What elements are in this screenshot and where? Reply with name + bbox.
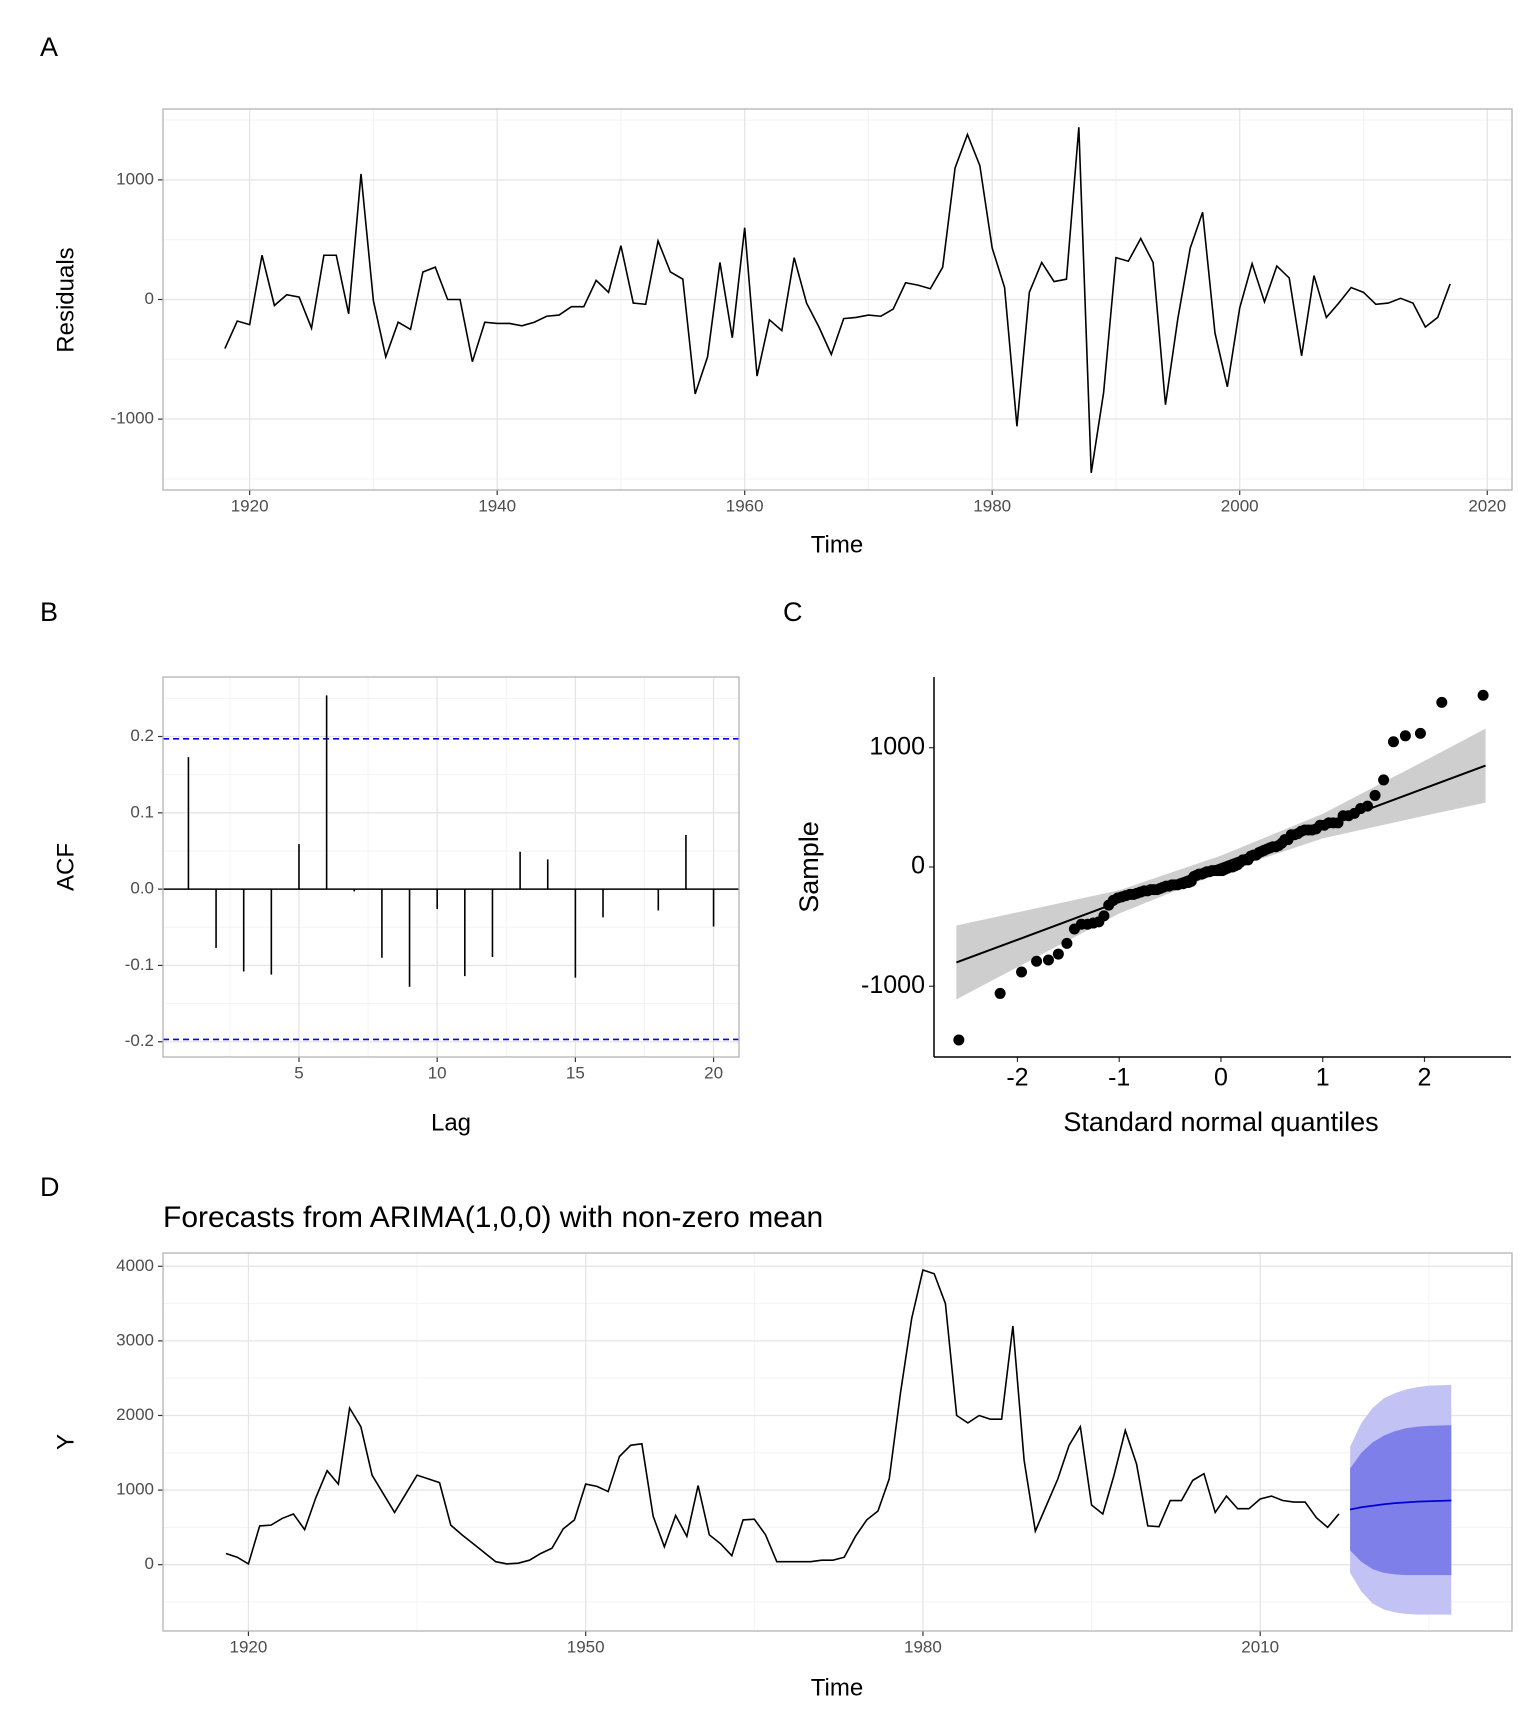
point (1414, 727, 1426, 739)
y-axis-title: Residuals (52, 247, 79, 352)
x-tick-label: 1920 (231, 496, 269, 515)
x-tick-label: 15 (566, 1063, 585, 1082)
panel-letter: D (40, 1172, 60, 1202)
point (1436, 696, 1448, 708)
x-tick-label: -1 (1108, 1064, 1130, 1092)
x-tick-label: 2020 (1468, 496, 1506, 515)
y-tick-label: 0 (911, 852, 925, 880)
point (1061, 937, 1073, 949)
x-tick-label: 1950 (567, 1637, 605, 1656)
point (1362, 800, 1374, 812)
y-tick-label: 1000 (869, 732, 925, 760)
line (225, 1268, 1340, 1566)
line (224, 127, 1451, 474)
x-axis-title: Time (811, 1674, 863, 1701)
x-tick-label: 2 (1418, 1064, 1432, 1092)
y-tick-label: 1000 (116, 169, 154, 188)
y-tick-label: -1000 (861, 971, 925, 999)
point (1042, 954, 1054, 966)
x-tick-label: 5 (294, 1063, 303, 1082)
panel-letter: C (783, 597, 803, 627)
x-tick-label: 1960 (726, 496, 764, 515)
x-axis-title: Time (811, 531, 863, 558)
point (953, 1034, 965, 1046)
point (1016, 966, 1028, 978)
y-tick-label: 0.2 (130, 726, 154, 745)
y-axis-title: ACF (52, 843, 79, 891)
point (1369, 789, 1381, 801)
x-tick-label: 10 (428, 1063, 447, 1082)
y-tick-label: 0.0 (130, 879, 154, 898)
point (1399, 730, 1411, 742)
point (1387, 736, 1399, 748)
y-tick-label: 1000 (116, 1480, 154, 1499)
point (1477, 689, 1489, 701)
y-tick-label: 0 (145, 1554, 154, 1573)
y-tick-label: -0.1 (125, 955, 154, 974)
x-tick-label: 2010 (1241, 1637, 1279, 1656)
fit-line (956, 764, 1486, 964)
panel-border (162, 108, 1513, 491)
x-tick-label: 2000 (1221, 496, 1259, 515)
y-tick-label: 0.1 (130, 802, 154, 821)
band-80 (1350, 1425, 1452, 1576)
y-tick-label: -1000 (111, 409, 154, 428)
x-tick-label: 1980 (904, 1637, 942, 1656)
x-tick-label: 1980 (973, 496, 1011, 515)
chart-title: Forecasts from ARIMA(1,0,0) with non-zer… (163, 1201, 823, 1234)
panel-border (162, 676, 740, 1058)
x-tick-label: 1940 (478, 496, 516, 515)
point (994, 987, 1006, 999)
point (1098, 910, 1110, 922)
y-tick-label: 0 (145, 289, 154, 308)
y-tick-label: 4000 (116, 1256, 154, 1275)
point (1052, 948, 1064, 960)
y-axis-title: Sample (794, 821, 824, 913)
y-axis-title: Y (52, 1434, 79, 1450)
x-tick-label: 1 (1316, 1064, 1330, 1092)
x-tick-label: -2 (1006, 1064, 1028, 1092)
point (1378, 774, 1390, 786)
y-tick-label: 3000 (116, 1330, 154, 1349)
panel-border (162, 1252, 1513, 1632)
x-axis-title: Standard normal quantiles (1063, 1107, 1378, 1137)
panel-letter: A (40, 32, 58, 62)
point (1031, 955, 1043, 967)
panel-letter: B (40, 597, 58, 627)
x-tick-label: 20 (704, 1063, 723, 1082)
x-tick-label: 0 (1214, 1064, 1228, 1092)
y-tick-label: 2000 (116, 1405, 154, 1424)
forecast-line (1349, 1499, 1452, 1511)
x-axis-title: Lag (431, 1109, 471, 1136)
y-tick-label: -0.2 (125, 1031, 154, 1050)
x-tick-label: 1920 (230, 1637, 268, 1656)
